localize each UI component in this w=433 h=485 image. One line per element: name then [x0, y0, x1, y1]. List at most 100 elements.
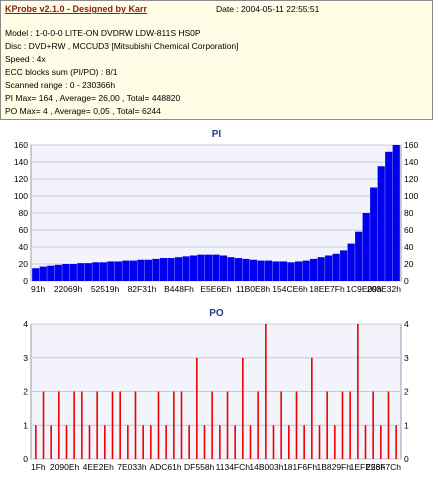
po-xtick: 2090Eh — [50, 462, 80, 472]
pi-bar — [204, 254, 213, 281]
pi-xtick: E5E6Eh — [200, 284, 231, 294]
po-xtick: 14B003h — [249, 462, 283, 472]
pi-bar — [279, 261, 288, 281]
po-bar — [173, 391, 175, 459]
po-xtick: 1B829Fh — [316, 462, 351, 472]
pi-ytick-right: 60 — [404, 225, 414, 235]
pi-bar — [264, 260, 273, 281]
pi-ytick-right: 120 — [404, 174, 418, 184]
pi-bar — [77, 263, 85, 281]
po-xtick: ADC61h — [149, 462, 181, 472]
po-bar — [180, 391, 183, 459]
po-xtick: 1134FCh — [216, 462, 251, 472]
pi-ytick-left: 120 — [14, 174, 28, 184]
po-xtick: DF558h — [184, 462, 215, 472]
pi-bar — [32, 268, 40, 281]
ecc-line: ECC blocks sum (PI/PO) : 8/1 — [5, 67, 118, 77]
po-bar — [35, 425, 37, 459]
pi-bar — [302, 260, 310, 281]
po-chart-panel: PO 0 0 1 1 2 2 3 3 4 4 1Fh 2090Eh 4EE2Eh 7E033h ADC61h… — [0, 304, 433, 480]
po-bar — [303, 425, 305, 459]
pi-bar — [377, 166, 385, 281]
po-bar — [134, 391, 137, 459]
pi-bar — [197, 254, 205, 281]
po-bar — [387, 391, 390, 459]
po-ytick-left: 4 — [23, 319, 28, 329]
pi-stats-line: PI Max= 164 , Average= 26,00 , Total= 44… — [5, 93, 181, 103]
pi-ytick-right: 0 — [404, 276, 409, 286]
po-bar — [265, 324, 267, 459]
po-chart-title: PO — [209, 308, 224, 319]
model-line: Model : 1-0-0-0 LITE-ON DVDRW LDW-811S H… — [5, 28, 201, 38]
po-bar — [242, 357, 244, 459]
pi-bar — [39, 266, 47, 281]
pi-bar — [332, 253, 340, 281]
po-bar — [196, 357, 198, 459]
speed-line: Speed : 4x — [5, 54, 46, 64]
po-bar — [165, 425, 167, 459]
pi-chart-title: PI — [211, 129, 222, 140]
scan-date: Date : 2004-05-11 22:55:51 — [216, 4, 320, 14]
po-bar — [288, 425, 290, 459]
po-xtick: 7E033h — [117, 462, 147, 472]
pi-chart-panel: PI 0 0 20 20 40 40 60 60 80 80 100 100 120 120 140 140 1… — [0, 125, 433, 300]
po-bar — [364, 425, 367, 459]
pi-bar — [47, 265, 55, 281]
po-bar — [280, 391, 282, 459]
pi-bar — [347, 243, 355, 281]
pi-bar — [159, 258, 168, 281]
pi-ytick-left: 0 — [23, 276, 28, 286]
po-ytick-left: 2 — [23, 387, 28, 397]
pi-bar — [174, 257, 183, 281]
pi-bar — [234, 258, 243, 281]
pi-xtick: 203E32h — [367, 284, 401, 294]
pi-bar — [189, 255, 198, 281]
pi-ytick-right: 100 — [404, 191, 418, 201]
po-bar — [58, 391, 60, 459]
pi-ytick-right: 160 — [404, 140, 418, 150]
po-ytick-right: 3 — [404, 353, 409, 363]
po-bar — [157, 391, 160, 459]
pi-bar — [310, 258, 318, 281]
pi-bar — [295, 261, 303, 281]
po-bar — [357, 324, 359, 459]
po-bar — [380, 425, 382, 459]
pi-bar — [152, 258, 160, 281]
pi-bar — [92, 262, 100, 281]
pi-bar — [392, 145, 400, 281]
po-bar — [96, 391, 98, 459]
po-bar — [211, 391, 213, 459]
po-bar — [272, 425, 275, 459]
pi-bar — [340, 250, 348, 281]
po-bar — [311, 357, 313, 459]
po-ytick-right: 1 — [404, 420, 409, 430]
po-ytick-right: 4 — [404, 319, 409, 329]
pi-bar — [122, 260, 130, 281]
po-ytick-left: 3 — [23, 353, 28, 363]
po-xtick: 4EE2Eh — [83, 462, 114, 472]
pi-bar — [182, 256, 190, 281]
pi-ytick-left: 160 — [14, 140, 28, 150]
pi-bar — [227, 257, 235, 281]
pi-bar — [317, 257, 325, 281]
pi-bar — [355, 231, 363, 281]
po-stats-line: PO Max= 4 , Average= 0,05 , Total= 6244 — [5, 106, 161, 116]
po-ytick-left: 0 — [23, 454, 28, 464]
pi-bar — [257, 260, 265, 281]
pi-xtick: 154CE6h — [272, 284, 308, 294]
pi-bar — [385, 151, 393, 281]
po-bar — [142, 425, 144, 459]
po-bar — [219, 425, 221, 459]
pi-bar — [54, 264, 62, 281]
po-bar — [127, 425, 129, 459]
pi-chart: 0 0 20 20 40 40 60 60 80 80 100 100 120 120 140 140 160 1… — [14, 140, 419, 294]
pi-bar — [212, 254, 220, 281]
po-xtick: 1Fh — [31, 462, 46, 472]
pi-bar — [219, 255, 228, 281]
po-bar — [318, 425, 321, 459]
range-line: Scanned range : 0 - 230366h — [5, 80, 116, 90]
app-title: KProbe v2.1.0 - Designed by Karr — [5, 4, 148, 14]
pi-bar — [129, 260, 137, 281]
pi-xtick: 52519h — [91, 284, 120, 294]
pi-bar — [287, 262, 295, 281]
